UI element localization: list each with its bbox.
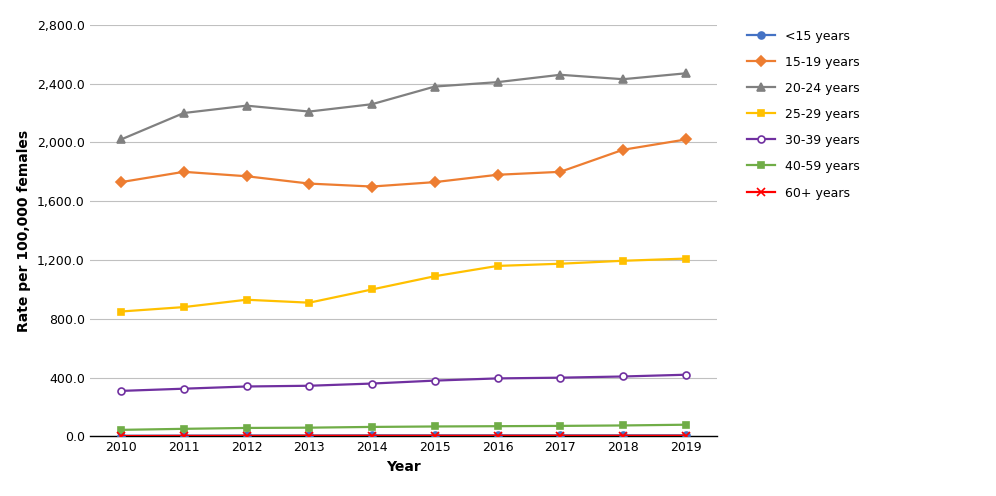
<15 years: [554, 433, 566, 438]
Line: 30-39 years: 30-39 years: [118, 371, 689, 394]
30-39 years: [177, 386, 189, 392]
25-29 years: [554, 261, 566, 267]
25-29 years: [366, 287, 377, 293]
60+ years: [304, 433, 316, 439]
60+ years: [617, 433, 628, 439]
30-39 years: [304, 383, 316, 389]
20-24 years: [177, 110, 189, 116]
25-29 years: [679, 255, 691, 261]
20-24 years: [491, 79, 503, 85]
60+ years: [554, 433, 566, 439]
25-29 years: [177, 304, 189, 310]
25-29 years: [304, 300, 316, 306]
Line: 20-24 years: 20-24 years: [117, 69, 690, 144]
Line: 40-59 years: 40-59 years: [118, 421, 689, 434]
40-59 years: [429, 424, 441, 430]
15-19 years: [177, 169, 189, 175]
30-39 years: [617, 373, 628, 379]
20-24 years: [304, 109, 316, 115]
30-39 years: [679, 372, 691, 378]
<15 years: [679, 433, 691, 438]
15-19 years: [554, 169, 566, 175]
30-39 years: [115, 388, 126, 394]
25-29 years: [617, 258, 628, 264]
X-axis label: Year: Year: [386, 460, 420, 474]
<15 years: [617, 433, 628, 438]
<15 years: [240, 433, 252, 438]
30-39 years: [366, 380, 377, 386]
<15 years: [177, 433, 189, 438]
15-19 years: [366, 184, 377, 189]
60+ years: [177, 433, 189, 439]
<15 years: [491, 433, 503, 438]
15-19 years: [679, 136, 691, 142]
25-29 years: [429, 273, 441, 279]
25-29 years: [491, 263, 503, 269]
Legend: <15 years, 15-19 years, 20-24 years, 25-29 years, 30-39 years, 40-59 years, 60+ : <15 years, 15-19 years, 20-24 years, 25-…: [742, 25, 865, 204]
20-24 years: [617, 76, 628, 82]
40-59 years: [554, 423, 566, 429]
Line: 15-19 years: 15-19 years: [118, 136, 689, 190]
Y-axis label: Rate per 100,000 females: Rate per 100,000 females: [17, 129, 31, 332]
<15 years: [429, 433, 441, 438]
25-29 years: [240, 297, 252, 303]
40-59 years: [491, 423, 503, 429]
40-59 years: [304, 425, 316, 431]
20-24 years: [366, 101, 377, 107]
30-39 years: [429, 377, 441, 383]
60+ years: [679, 433, 691, 439]
15-19 years: [491, 172, 503, 178]
Line: 25-29 years: 25-29 years: [118, 255, 689, 315]
30-39 years: [240, 383, 252, 389]
<15 years: [115, 433, 126, 439]
40-59 years: [240, 425, 252, 431]
40-59 years: [366, 424, 377, 430]
15-19 years: [617, 147, 628, 153]
20-24 years: [240, 103, 252, 109]
15-19 years: [429, 179, 441, 185]
<15 years: [366, 433, 377, 438]
60+ years: [115, 433, 126, 439]
<15 years: [304, 433, 316, 438]
40-59 years: [115, 427, 126, 433]
15-19 years: [115, 179, 126, 185]
40-59 years: [177, 426, 189, 432]
60+ years: [491, 433, 503, 439]
40-59 years: [617, 423, 628, 429]
20-24 years: [115, 136, 126, 142]
60+ years: [429, 433, 441, 439]
40-59 years: [679, 422, 691, 428]
20-24 years: [679, 70, 691, 76]
25-29 years: [115, 309, 126, 314]
20-24 years: [554, 72, 566, 78]
15-19 years: [304, 181, 316, 186]
Line: <15 years: <15 years: [118, 432, 689, 439]
15-19 years: [240, 173, 252, 179]
30-39 years: [554, 374, 566, 380]
60+ years: [366, 433, 377, 439]
30-39 years: [491, 375, 503, 381]
60+ years: [240, 433, 252, 439]
20-24 years: [429, 84, 441, 90]
Line: 60+ years: 60+ years: [117, 432, 690, 440]
